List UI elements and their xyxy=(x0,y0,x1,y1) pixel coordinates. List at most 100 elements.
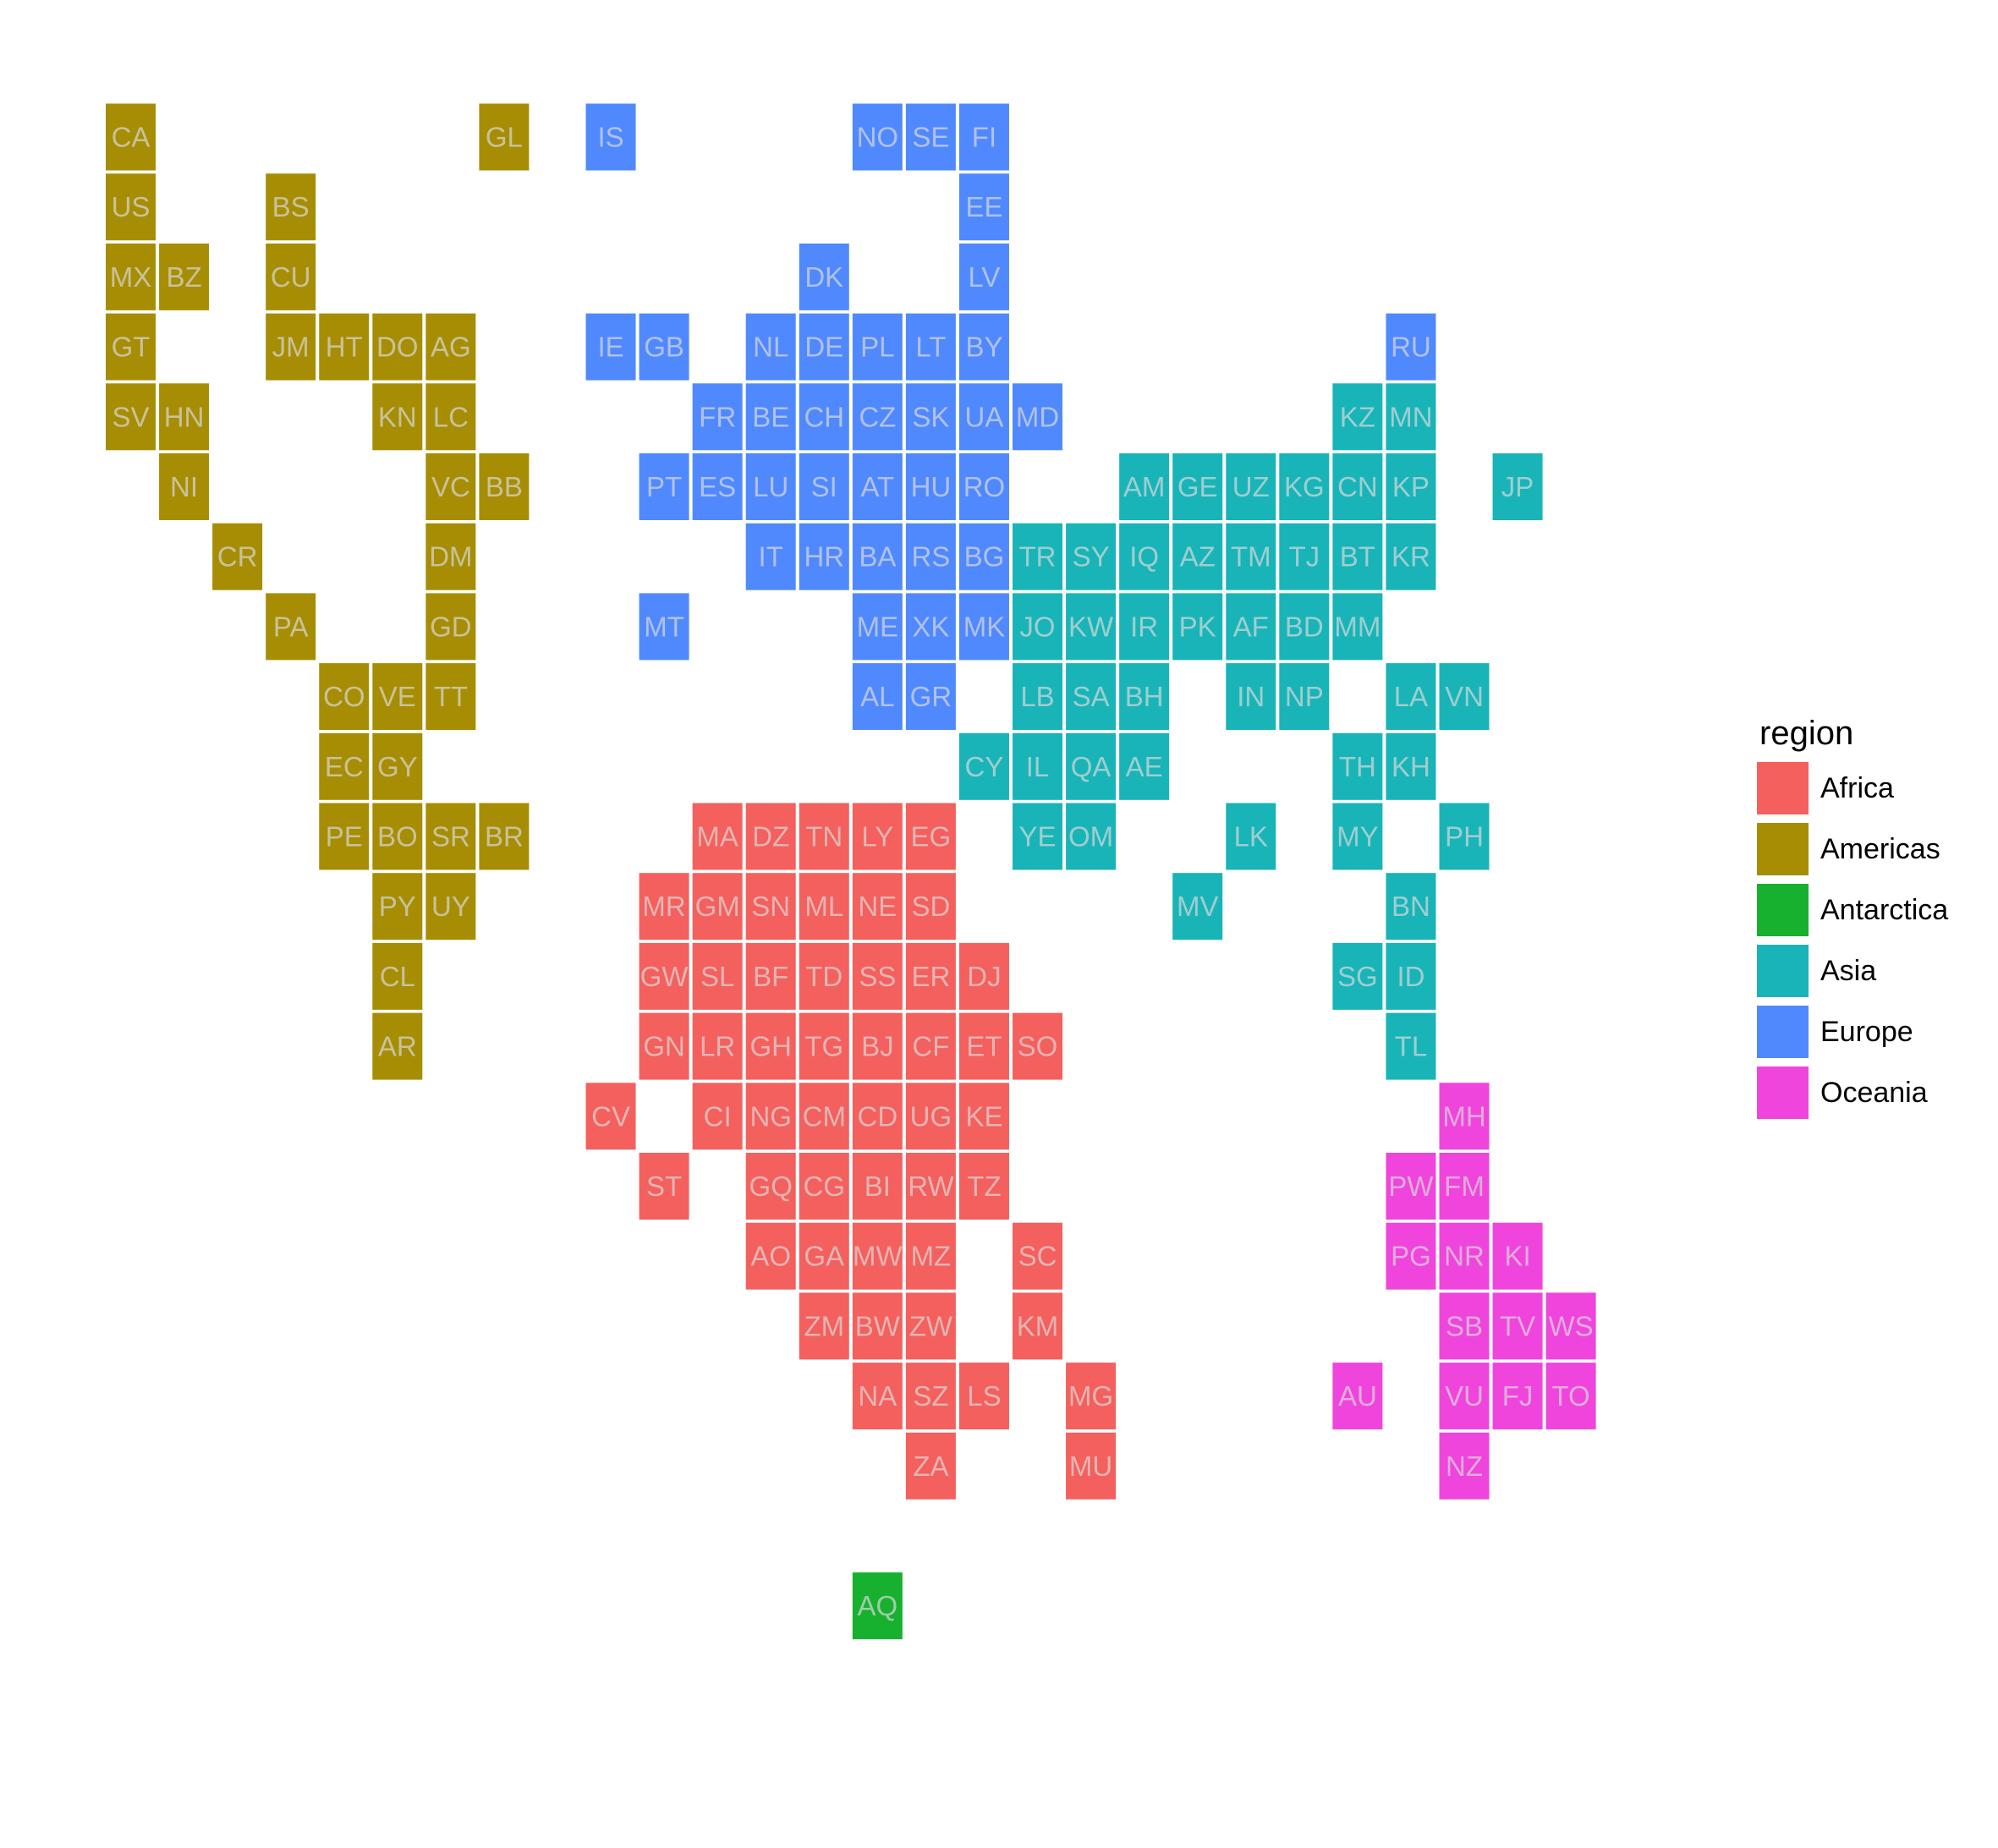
tile-pk xyxy=(1172,593,1223,661)
tile-label-cm: CM xyxy=(803,1100,846,1132)
tile-label-ls: LS xyxy=(967,1380,1001,1412)
tile-cz xyxy=(852,383,903,451)
tile-cm xyxy=(799,1083,849,1150)
tile-au xyxy=(1332,1363,1383,1430)
tile-label-my: MY xyxy=(1337,821,1379,853)
tile-me xyxy=(852,593,903,661)
tile-al xyxy=(852,663,903,731)
tile-ws xyxy=(1545,1292,1596,1360)
tile-ki xyxy=(1492,1222,1543,1290)
tile-sy xyxy=(1066,523,1117,590)
tile-mn xyxy=(1386,383,1436,451)
tile-cf xyxy=(905,1012,956,1080)
tile-eg xyxy=(905,803,956,870)
tile-label-jm: JM xyxy=(272,332,310,363)
tile-ga xyxy=(799,1222,849,1290)
tile-cg xyxy=(799,1153,849,1220)
tile-vu xyxy=(1439,1363,1490,1430)
tile-label-gl: GL xyxy=(486,122,523,153)
tile-label-il: IL xyxy=(1026,751,1050,782)
tile-gt xyxy=(106,313,156,381)
tile-label-sz: SZ xyxy=(913,1380,948,1412)
tile-label-ua: UA xyxy=(965,401,1004,432)
tile-so xyxy=(1013,1012,1063,1080)
tile-il xyxy=(1013,732,1063,800)
tile-label-ie: IE xyxy=(597,332,623,363)
tile-st xyxy=(639,1153,689,1220)
tile-label-ba: BA xyxy=(859,541,896,573)
tile-label-dj: DJ xyxy=(967,961,1001,992)
tile-is xyxy=(585,103,636,171)
tile-label-nz: NZ xyxy=(1446,1450,1483,1482)
tile-label-mk: MK xyxy=(963,611,1006,642)
tile-label-cd: CD xyxy=(858,1100,898,1132)
tile-label-na: NA xyxy=(858,1380,897,1412)
tile-label-mv: MV xyxy=(1177,891,1219,922)
tile-label-bb: BB xyxy=(486,471,523,502)
tile-label-gb: GB xyxy=(644,332,684,363)
tiles-layer: MA DZ TN LY EG MR GM SN ML NE SD GW SL BF TD SS ER DJ GN LR… xyxy=(106,103,1596,1640)
tile-be xyxy=(745,383,796,451)
tile-label-mr: MR xyxy=(642,891,685,922)
tile-label-gt: GT xyxy=(112,332,151,363)
tile-label-sd: SD xyxy=(911,891,950,922)
tile-vn xyxy=(1439,663,1490,731)
tile-label-tv: TV xyxy=(1500,1310,1535,1341)
tile-label-pg: PG xyxy=(1391,1241,1431,1272)
tile-gb xyxy=(639,313,689,381)
tile-bn xyxy=(1386,873,1436,940)
tile-iq xyxy=(1119,523,1170,590)
tile-ls xyxy=(958,1363,1009,1430)
tile-label-gw: GW xyxy=(640,961,689,992)
tile-la xyxy=(1386,663,1436,731)
tile-ml xyxy=(799,873,849,940)
tile-label-at: AT xyxy=(860,471,894,502)
tile-label-ag: AG xyxy=(431,332,471,363)
tile-co xyxy=(319,663,370,731)
tile-mt xyxy=(639,593,689,661)
tile-lr xyxy=(692,1012,743,1080)
tile-label-fr: FR xyxy=(699,401,736,432)
tile-tj xyxy=(1279,523,1330,590)
tile-gr xyxy=(905,663,956,731)
tile-label-mu: MU xyxy=(1069,1450,1112,1482)
tile-na xyxy=(852,1363,903,1430)
tile-label-ke: KE xyxy=(965,1100,1002,1132)
tile-at xyxy=(852,453,903,520)
tile-by xyxy=(958,313,1009,381)
tile-lu xyxy=(745,453,796,520)
tile-label-fi: FI xyxy=(972,122,996,153)
tile-label-af: AF xyxy=(1233,611,1269,642)
tile-label-zm: ZM xyxy=(804,1310,844,1341)
tile-label-xk: XK xyxy=(912,611,949,642)
tile-label-ma: MA xyxy=(696,821,738,853)
tile-bj xyxy=(852,1012,903,1080)
tile-label-cz: CZ xyxy=(859,401,896,432)
tile-gl xyxy=(479,103,530,171)
tile-sk xyxy=(905,383,956,451)
tile-fm xyxy=(1439,1153,1490,1220)
legend-label-antarctica: Antarctica xyxy=(1820,894,1948,926)
tile-label-cn: CN xyxy=(1337,471,1378,502)
tile-bw xyxy=(852,1292,903,1360)
tile-label-ws: WS xyxy=(1549,1310,1594,1341)
tile-label-ci: CI xyxy=(704,1100,732,1132)
tile-label-tg: TG xyxy=(804,1031,843,1062)
tile-ee xyxy=(958,173,1009,241)
tile-label-sv: SV xyxy=(112,401,149,432)
tile-label-ru: RU xyxy=(1391,332,1431,363)
tile-tv xyxy=(1492,1292,1543,1360)
tile-ca xyxy=(106,103,156,171)
tile-label-no: NO xyxy=(857,122,899,153)
tile-ro xyxy=(958,453,1009,520)
tile-th xyxy=(1332,732,1383,800)
tile-label-lk: LK xyxy=(1234,821,1268,853)
tile-aq xyxy=(852,1572,903,1640)
tile-label-dz: DZ xyxy=(752,821,789,853)
tile-uy xyxy=(425,873,476,940)
tile-label-kr: KR xyxy=(1391,541,1430,573)
legend-label-americas: Americas xyxy=(1820,833,1940,865)
tile-ke xyxy=(958,1083,1009,1150)
tile-label-us: US xyxy=(112,191,151,222)
